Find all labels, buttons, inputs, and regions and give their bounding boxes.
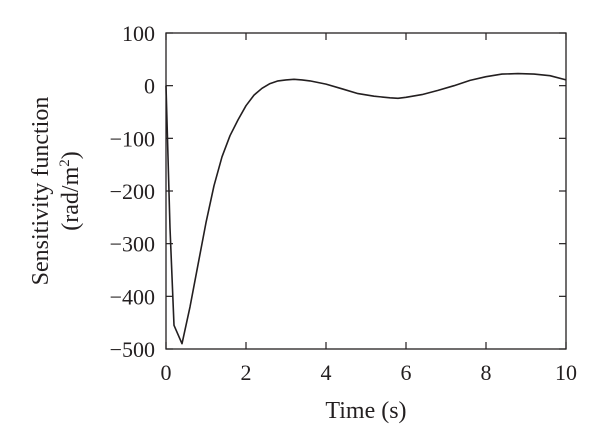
plot-area (165, 32, 567, 350)
y-axis-unit-close: ) (58, 151, 84, 159)
series-line (165, 72, 567, 345)
x-tick-label: 0 (161, 360, 172, 385)
y-tick-label: −100 (110, 126, 155, 151)
y-tick-label: −500 (110, 337, 155, 362)
y-axis-title: Sensitivity function (rad/m2) (28, 97, 84, 286)
ticks-layer (165, 32, 567, 350)
x-tick-label: 10 (555, 360, 577, 385)
y-axis-title-line1: Sensitivity function (28, 97, 54, 286)
y-tick-label: −400 (110, 284, 155, 309)
y-tick-label: 100 (122, 21, 155, 46)
y-tick-label: 0 (144, 74, 155, 99)
x-axis-title: Time (s) (325, 398, 406, 424)
x-tick-label: 6 (401, 360, 412, 385)
tick-labels: 0 2 4 6 8 10 100 0 −100 −200 −300 −400 −500 (110, 21, 577, 385)
y-axis-title-line2: (rad/m2) (57, 151, 84, 230)
y-axis-unit-base: (rad/m (58, 166, 84, 230)
x-tick-label: 8 (481, 360, 492, 385)
y-tick-label: −300 (110, 232, 155, 257)
y-tick-label: −200 (110, 179, 155, 204)
y-axis-unit-superscript: 2 (57, 159, 73, 167)
x-tick-label: 4 (321, 360, 332, 385)
x-tick-label: 2 (241, 360, 252, 385)
